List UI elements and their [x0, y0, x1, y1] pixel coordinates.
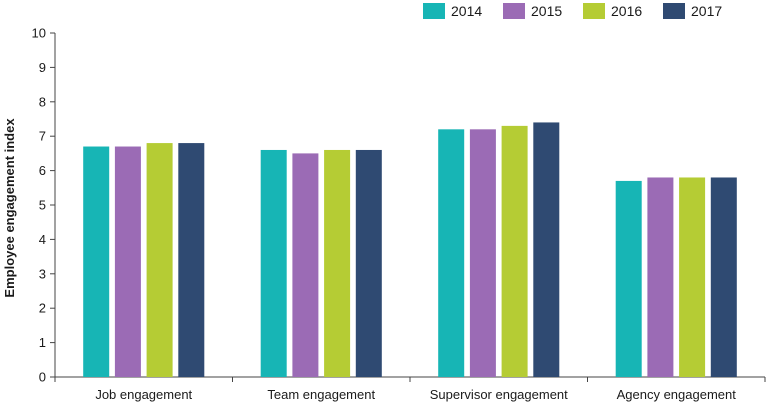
legend-swatch	[503, 3, 525, 19]
legend-label: 2017	[691, 3, 722, 19]
bar	[355, 149, 382, 377]
bar	[114, 146, 141, 377]
y-axis-label: Employee engagement index	[2, 118, 17, 298]
bar	[501, 125, 528, 377]
legend-label: 2016	[611, 3, 642, 19]
y-tick-label: 6	[39, 163, 46, 178]
y-tick-label: 2	[39, 301, 46, 316]
bars	[83, 122, 737, 377]
bar	[438, 129, 465, 377]
x-tick-label: Supervisor engagement	[430, 387, 568, 402]
x-tick-label: Team engagement	[267, 387, 375, 402]
legend-swatch	[663, 3, 685, 19]
legend-label: 2015	[531, 3, 562, 19]
y-tick-label: 4	[39, 232, 46, 247]
bar	[292, 153, 319, 377]
x-tick-label: Agency engagement	[617, 387, 737, 402]
y-axis: 0 1 2 3 4 5 6 7 8 9 10	[32, 26, 56, 385]
y-tick-label: 5	[39, 198, 46, 213]
bar	[679, 177, 706, 377]
y-tick-label: 3	[39, 266, 46, 281]
legend-swatch	[423, 3, 445, 19]
y-tick-label: 7	[39, 129, 46, 144]
bar	[260, 149, 287, 377]
bar	[533, 122, 560, 377]
y-tick-label: 0	[39, 370, 46, 385]
bar	[324, 149, 351, 377]
bar	[146, 143, 173, 377]
bar	[469, 129, 496, 377]
y-tick-label: 8	[39, 94, 46, 109]
bar	[83, 146, 110, 377]
y-tick-label: 1	[39, 335, 46, 350]
bar	[647, 177, 674, 377]
bar	[178, 143, 205, 377]
bar	[710, 177, 737, 377]
bar	[615, 180, 642, 377]
x-tick-label: Job engagement	[95, 387, 192, 402]
y-tick-label: 9	[39, 60, 46, 75]
legend-label: 2014	[451, 3, 482, 19]
legend: 2014 2015 2016 2017	[423, 3, 722, 19]
legend-swatch	[583, 3, 605, 19]
y-tick-label: 10	[32, 26, 46, 41]
x-axis: Job engagement Team engagement Supervisor …	[54, 376, 766, 402]
